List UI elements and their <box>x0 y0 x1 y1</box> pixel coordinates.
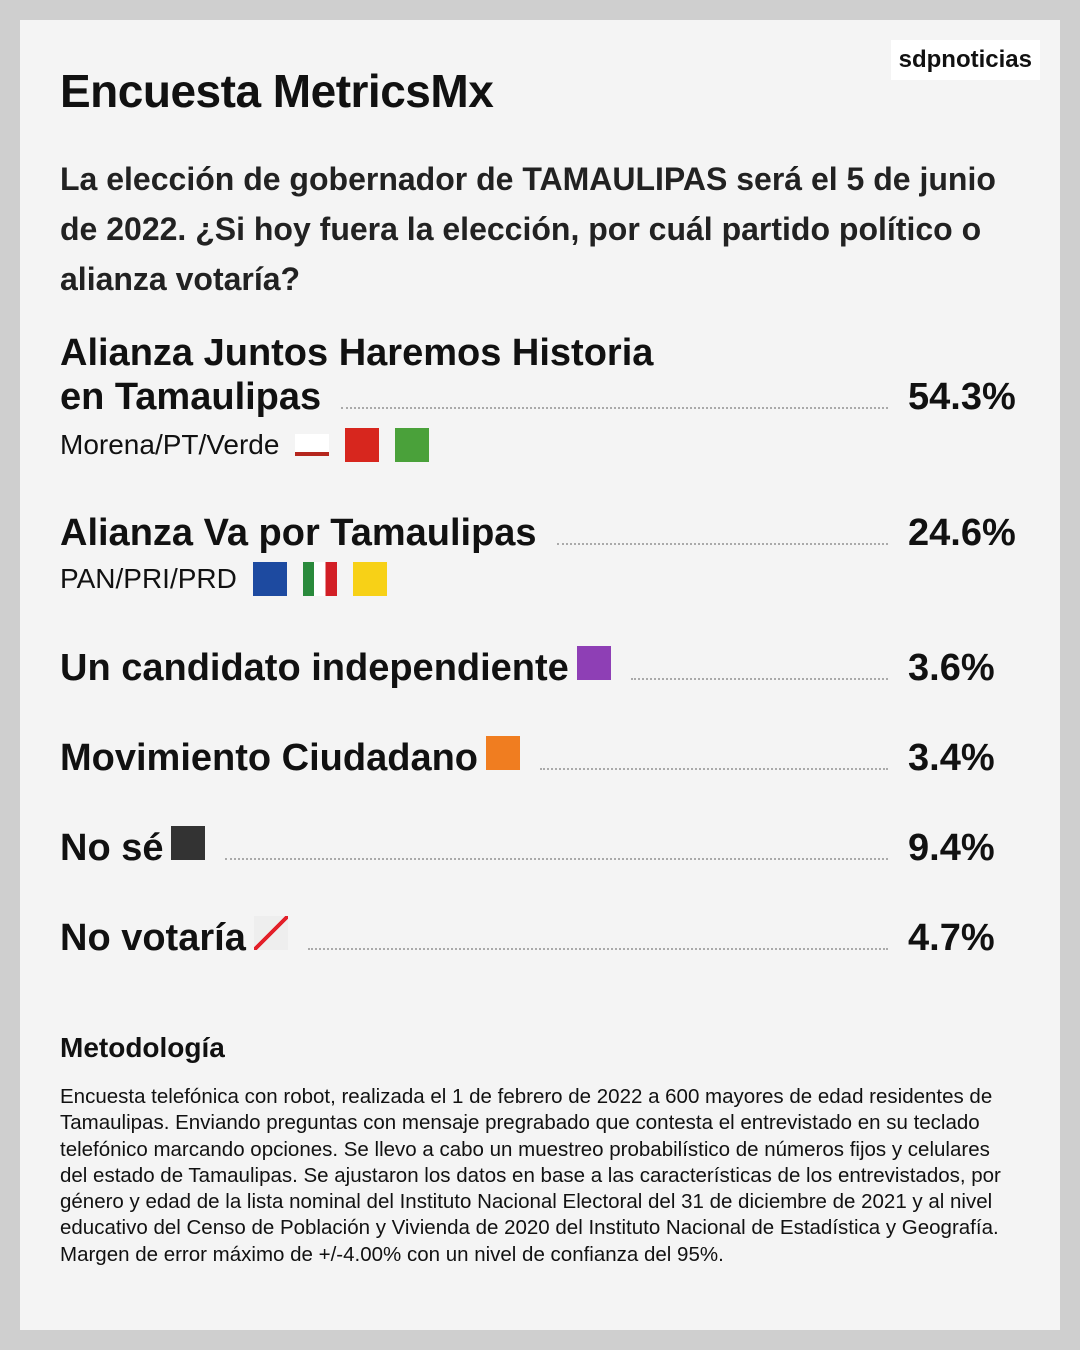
icon <box>486 736 520 770</box>
brand: sdpnoticias <box>890 40 1040 80</box>
result-label: Alianza Va por Tamaulipas <box>60 512 537 554</box>
result-label: Alianza Juntos Haremos Historia <box>60 332 654 374</box>
result-label: Movimiento Ciudadano <box>60 737 478 779</box>
icon <box>171 826 206 860</box>
result-row: en Tamaulipas 54.3% <box>60 376 1018 419</box>
icon <box>395 428 430 462</box>
card: sdpnoticias Encuesta MetricsMx La elecci… <box>20 20 1060 1330</box>
result-value: 54.3% <box>908 376 1016 418</box>
result-value: 4.7% <box>908 917 995 959</box>
result-row: Alianza Va por Tamaulipas 24.6% <box>60 512 1018 555</box>
icon <box>295 434 330 456</box>
leader <box>225 858 888 860</box>
icon <box>252 562 287 596</box>
leader <box>307 948 888 950</box>
result-label: en Tamaulipas <box>60 376 322 418</box>
leader <box>540 768 888 770</box>
result-row: No sé 9.4% <box>60 826 1018 870</box>
methodology-title: Metodología <box>60 1032 225 1063</box>
parties: Morena/PT/Verde <box>60 428 430 462</box>
icon <box>345 428 380 462</box>
result-label: No sé <box>60 827 164 869</box>
parties: PAN/PRI/PRD <box>60 562 387 596</box>
result-value: 9.4% <box>908 827 995 869</box>
title: Encuesta MetricsMx <box>60 65 494 117</box>
icon <box>352 562 387 596</box>
icon <box>302 562 337 596</box>
leader <box>556 543 888 545</box>
result-row: Un candidato independiente 3.6% <box>60 646 1018 690</box>
result-value: 24.6% <box>908 512 1016 554</box>
methodology-text: Encuesta telefónica con robot, realizada… <box>60 1085 1001 1266</box>
parties-text: PAN/PRI/PRD <box>60 563 237 594</box>
icon <box>576 646 611 680</box>
icon <box>253 916 288 950</box>
result-label: Un candidato independiente <box>60 647 569 689</box>
leader <box>341 407 888 409</box>
leader <box>630 678 888 680</box>
result-value: 3.4% <box>908 737 995 779</box>
result-row: Movimiento Ciudadano 3.4% <box>60 736 1018 780</box>
question: La elección de gobernador de TAMAULIPAS … <box>60 161 996 297</box>
result-label: No votaría <box>60 917 246 959</box>
parties-text: Morena/PT/Verde <box>60 429 280 460</box>
result-value: 3.6% <box>908 647 995 689</box>
result-row: No votaría 4.7% <box>60 916 1018 960</box>
